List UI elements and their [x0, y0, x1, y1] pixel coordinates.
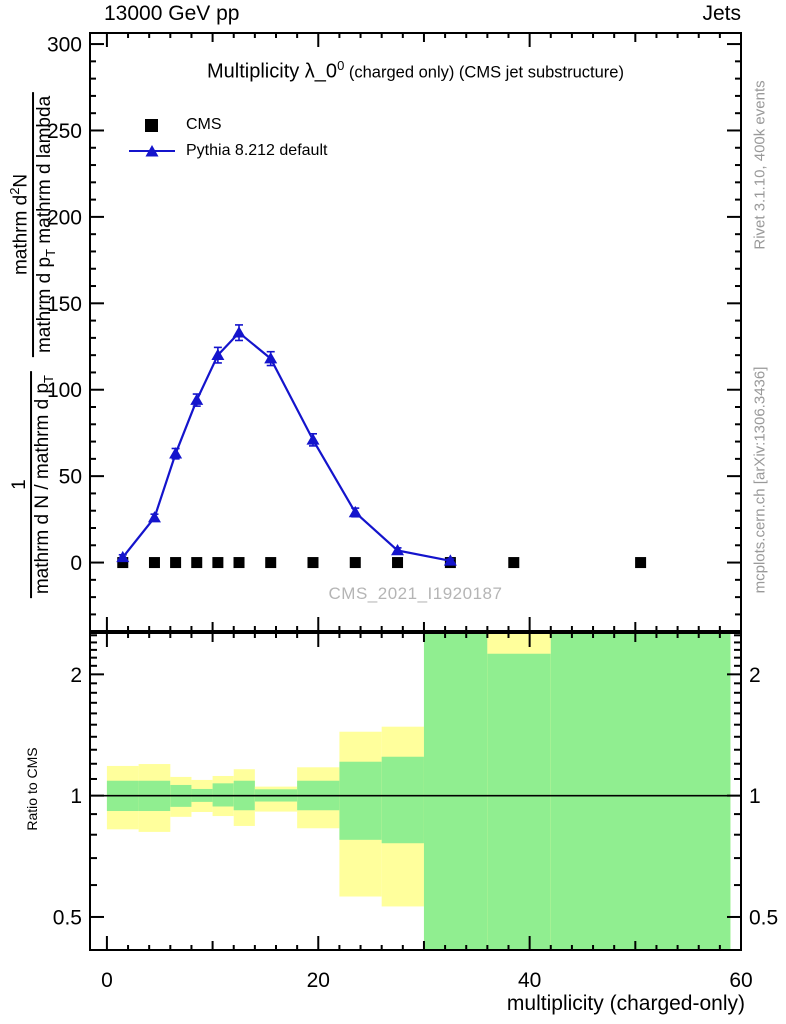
legend: CMS Pythia 8.212 default: [128, 112, 327, 164]
cms-point: [265, 557, 277, 569]
ratio-y-tick-label-right: 0.5: [749, 906, 778, 929]
ratio-bands: [106, 633, 731, 950]
pythia-point: [190, 393, 204, 405]
ratio-band-green: [381, 756, 424, 844]
cms-data-points: [117, 557, 647, 569]
cms-point: [148, 557, 160, 569]
panel-frames: [89, 32, 742, 951]
x-tick-label: 40: [518, 969, 541, 992]
cms-point: [233, 557, 245, 569]
main-y-tick-label: 100: [47, 379, 82, 402]
ratio-band-green: [423, 633, 488, 950]
pythia-point: [147, 511, 161, 523]
pythia-point: [348, 505, 362, 518]
legend-label-pythia: Pythia 8.212 default: [186, 142, 328, 159]
pythia-point: [391, 543, 405, 556]
ratio-panel-frame: [89, 632, 742, 951]
plot-title-main: Multiplicity λ_0: [207, 60, 338, 83]
cms-point: [508, 557, 520, 569]
ratio-y-tick-label-left: 1: [70, 785, 82, 808]
y-frac1-num: 1: [9, 479, 31, 490]
cms-point: [212, 557, 224, 569]
ratio-y-tick-label-right: 1: [749, 785, 761, 808]
legend-label-cms: CMS: [186, 116, 222, 133]
main-y-tick-label: 200: [47, 206, 82, 229]
plot-title: Multiplicity λ_00 (charged only) (CMS je…: [90, 58, 741, 84]
cms-point: [307, 557, 319, 569]
ratio-band-green: [550, 633, 731, 950]
ratio-y-tick-label-left: 0.5: [53, 906, 82, 929]
ratio-y-tick-label-left: 2: [70, 664, 82, 687]
main-y-tick-label: 250: [47, 120, 82, 143]
pythia-point: [232, 326, 246, 338]
pythia-triangle-line-marker-icon: [128, 143, 176, 159]
pythia-point: [306, 433, 320, 445]
y-axis-title-frac1: 1 mathrm d N / mathrm d pT: [9, 371, 57, 599]
y-frac1-den: mathrm d N / mathrm d pT: [30, 371, 57, 599]
cms-point: [191, 557, 203, 569]
cms-point: [635, 557, 647, 569]
pythia-curve: [116, 324, 457, 566]
main-y-tick-label: 300: [47, 34, 82, 57]
plot-title-rest: (charged only) (CMS jet substructure): [344, 63, 624, 82]
x-tick-label: 60: [729, 969, 752, 992]
cms-point: [392, 557, 404, 569]
rivet-version-note: Rivet 3.1.10, 400k events: [751, 80, 769, 250]
mcplots-arxiv-note: mcplots.cern.ch [arXiv:1306.3436]: [751, 366, 769, 594]
cms-point: [170, 557, 182, 569]
pythia-point: [211, 348, 225, 360]
axis-ticks: [90, 33, 742, 950]
beam-energy-label: 13000 GeV pp: [104, 2, 240, 25]
main-y-tick-label: 50: [59, 466, 82, 489]
pythia-point: [443, 554, 457, 566]
legend-item-pythia: Pythia 8.212 default: [128, 138, 327, 164]
ratio-band-green: [339, 761, 382, 840]
legend-item-cms: CMS: [128, 112, 327, 138]
pythia-line: [121, 331, 451, 562]
pythia-point: [116, 550, 130, 563]
ratio-band-green: [487, 653, 551, 950]
main-y-tick-label: 0: [70, 552, 82, 575]
y-frac2-den: mathrm d pT mathrm d lambda: [31, 91, 58, 358]
cms-point: [117, 557, 129, 569]
analysis-category-label: Jets: [702, 2, 741, 25]
main-panel-frame: [89, 32, 742, 632]
plot-title-sup: 0: [337, 58, 345, 73]
x-tick-label: 20: [307, 969, 330, 992]
ratio-y-tick-label-right: 2: [749, 664, 761, 687]
y-axis-title: 1 mathrm d N / mathrm d pT mathrm d2N ma…: [7, 91, 58, 599]
watermark: CMS_2021_I1920187: [328, 584, 503, 603]
pythia-point: [169, 447, 183, 459]
x-tick-label: 0: [101, 969, 113, 992]
main-y-tick-label: 150: [47, 293, 82, 316]
pythia-point: [264, 352, 278, 364]
ratio-y-axis-title: Ratio to CMS: [24, 747, 40, 831]
y-axis-title-frac2: mathrm d2N mathrm d pT mathrm d lambda: [7, 91, 58, 358]
cms-point: [349, 557, 361, 569]
x-axis-title: multiplicity (charged-only): [506, 992, 745, 1015]
y-frac2-num: mathrm d2N: [7, 173, 32, 276]
cms-square-marker-icon: [128, 117, 176, 133]
